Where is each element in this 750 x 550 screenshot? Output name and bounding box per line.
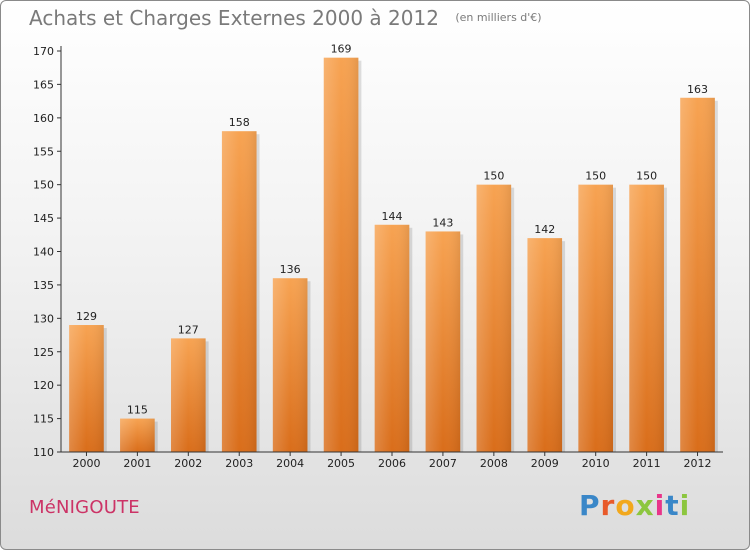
x-tick-label: 2009 (531, 457, 559, 470)
bar-shine (272, 278, 308, 452)
chart-title-text: Achats et Charges Externes 2000 à 2012 (29, 6, 439, 30)
y-tick-label: 145 (33, 212, 54, 225)
bar-value-label: 158 (229, 116, 250, 129)
bar-shine (425, 231, 461, 452)
bar-shine (374, 224, 410, 452)
y-tick-label: 110 (33, 446, 54, 459)
y-tick-label: 115 (33, 413, 54, 426)
bar-shine (170, 338, 206, 452)
y-tick-label: 120 (33, 379, 54, 392)
x-tick-label: 2002 (174, 457, 202, 470)
bar-value-label: 150 (636, 170, 657, 183)
bar-shine (69, 325, 104, 452)
x-tick-label: 2001 (123, 457, 151, 470)
logo-letter: t (665, 489, 680, 522)
bar-value-label: 115 (127, 404, 148, 417)
y-tick-label: 170 (33, 45, 54, 58)
y-tick-label: 165 (33, 78, 54, 91)
x-tick-label: 2007 (429, 457, 457, 470)
bar-value-label: 136 (280, 263, 301, 276)
x-tick-label: 2006 (378, 457, 406, 470)
x-tick-label: 2004 (276, 457, 304, 470)
bar-value-label: 142 (534, 223, 555, 236)
x-tick-label: 2011 (633, 457, 661, 470)
bar-shine (680, 97, 715, 453)
proxiti-logo[interactable]: Proxiti (579, 489, 690, 522)
logo-letter: i (654, 489, 666, 522)
y-tick-label: 135 (33, 279, 54, 292)
y-tick-label: 125 (33, 346, 54, 359)
bar-shine (629, 184, 664, 452)
logo-letter: P (579, 489, 601, 522)
bar-shine (323, 57, 359, 452)
x-tick-label: 2008 (480, 457, 508, 470)
bar-value-label: 150 (585, 170, 606, 183)
y-tick-label: 140 (33, 246, 54, 259)
x-axis: 2000 2001 2002 2003 2004 2005 2006 2007 2008 2009… (61, 451, 723, 470)
x-tick-label: 2000 (72, 457, 100, 470)
bar-value-label: 144 (382, 210, 403, 223)
chart-title: Achats et Charges Externes 2000 à 2012 (… (29, 6, 542, 30)
x-tick-label: 2012 (684, 457, 712, 470)
logo-letter: i (679, 489, 691, 522)
x-tick-label: 2003 (225, 457, 253, 470)
bar-value-label: 150 (483, 170, 504, 183)
logo-letter: o (615, 489, 636, 522)
x-tick-label: 2005 (327, 457, 355, 470)
bar-shine (476, 184, 512, 452)
bar-shine (221, 131, 257, 452)
bar-value-label: 129 (76, 310, 97, 323)
logo-letter: x (635, 489, 655, 522)
bars: 129 115 127 158 136 169 144 143 150 142 150 150 163 (69, 43, 718, 453)
bar-shine (527, 238, 563, 452)
y-tick-label: 160 (33, 112, 54, 125)
chart-unit: (en milliers d'€) (455, 11, 542, 24)
bar-value-label: 143 (432, 216, 453, 229)
y-tick-label: 130 (33, 312, 54, 325)
bar-value-label: 169 (331, 43, 352, 56)
bar-value-label: 163 (687, 83, 708, 96)
bar-value-label: 127 (178, 323, 199, 336)
x-tick-label: 2010 (582, 457, 610, 470)
y-tick-label: 155 (33, 145, 54, 158)
logo-letter: r (600, 489, 616, 522)
bar-shine (120, 418, 155, 452)
commune-name: MéNIGOUTE (29, 497, 140, 518)
bar-shine (578, 184, 614, 452)
y-axis: 110 115 120 125 130 135 140 145 150 155 160 165 170 (33, 45, 62, 459)
y-tick-label: 150 (33, 179, 54, 192)
